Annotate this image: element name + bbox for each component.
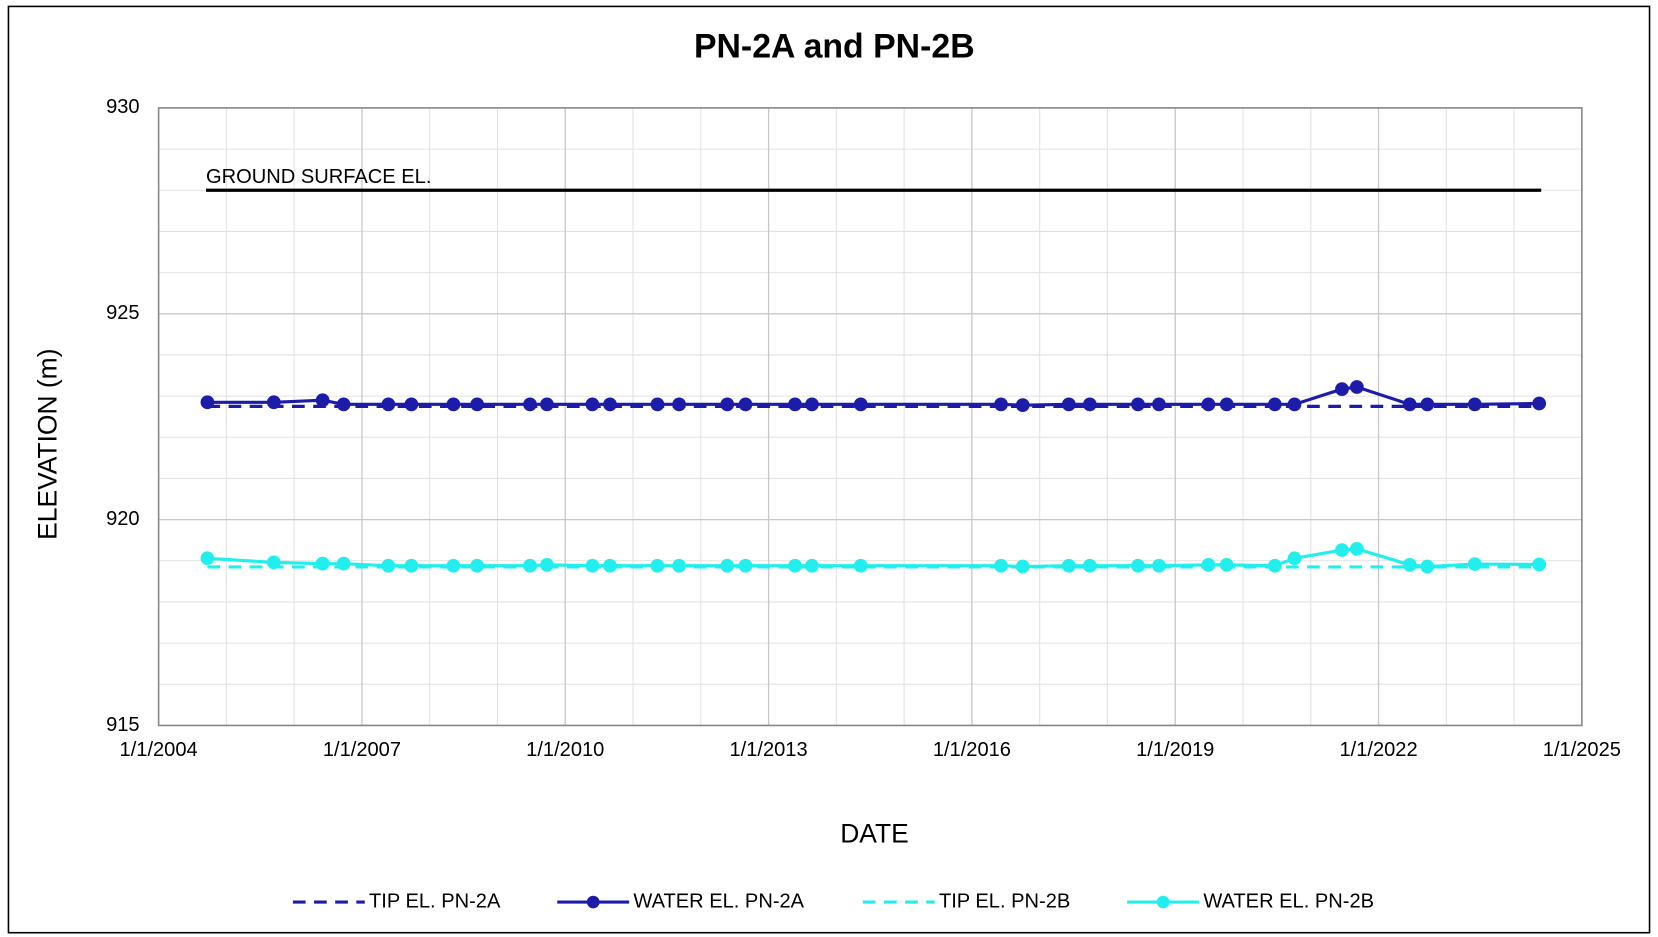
data-point xyxy=(404,397,419,412)
data-point xyxy=(1082,397,1097,412)
data-point xyxy=(540,558,554,572)
data-point xyxy=(1131,397,1145,412)
data-point xyxy=(200,551,215,566)
data-point xyxy=(853,558,868,573)
data-point xyxy=(336,397,351,412)
x-tick-label: 1/1/2010 xyxy=(526,739,604,761)
data-point xyxy=(470,397,485,412)
data-point xyxy=(994,397,1008,412)
y-tick-label: 925 xyxy=(106,302,140,324)
data-point xyxy=(523,558,537,573)
data-point xyxy=(381,558,396,573)
y-tick-label: 915 xyxy=(106,714,140,736)
legend-label: TIP EL. PN-2A xyxy=(369,890,501,912)
data-point xyxy=(720,397,735,412)
data-point xyxy=(1402,397,1417,412)
data-point xyxy=(1267,397,1282,412)
x-tick-label: 1/1/2007 xyxy=(323,739,401,761)
x-axis-label: DATE xyxy=(840,818,909,848)
x-tick-label: 1/1/2019 xyxy=(1136,739,1214,761)
annotation: GROUND SURFACE EL. xyxy=(206,166,431,188)
data-point xyxy=(1201,558,1216,572)
data-point xyxy=(1152,397,1166,412)
data-point xyxy=(672,397,686,412)
data-point xyxy=(1420,559,1435,574)
data-point xyxy=(1287,551,1302,566)
data-point xyxy=(1061,558,1076,573)
data-point xyxy=(1219,397,1234,412)
data-point xyxy=(1532,396,1547,411)
data-point xyxy=(1131,558,1145,573)
data-point xyxy=(446,397,461,412)
data-point xyxy=(381,397,396,412)
legend-label: WATER EL. PN-2B xyxy=(1203,890,1374,912)
data-point xyxy=(404,558,419,573)
data-point xyxy=(672,558,686,573)
data-point xyxy=(1467,557,1482,571)
data-point xyxy=(720,558,735,573)
data-point xyxy=(200,395,215,410)
data-point xyxy=(446,558,461,573)
data-point xyxy=(1467,397,1482,412)
data-point xyxy=(1335,543,1349,557)
data-point xyxy=(603,397,617,412)
data-point xyxy=(1532,557,1547,572)
x-tick-label: 1/1/2016 xyxy=(933,739,1011,761)
y-tick-label: 930 xyxy=(106,96,140,118)
y-tick-label: 920 xyxy=(106,508,140,530)
legend-marker xyxy=(1156,895,1170,909)
data-point xyxy=(1152,558,1166,573)
legend-label: TIP EL. PN-2B xyxy=(939,890,1070,912)
data-point xyxy=(1219,558,1234,572)
data-point xyxy=(853,397,868,412)
data-point xyxy=(805,558,819,573)
y-axis-label: ELEVATION (m) xyxy=(33,349,63,540)
data-point xyxy=(788,558,802,573)
data-point xyxy=(738,558,753,573)
x-tick-label: 1/1/2013 xyxy=(729,739,807,761)
data-point xyxy=(1335,382,1349,396)
data-point xyxy=(470,558,485,573)
data-point xyxy=(1015,398,1030,413)
data-point xyxy=(994,558,1008,573)
legend-label: WATER EL. PN-2A xyxy=(633,890,804,912)
data-point xyxy=(805,397,819,412)
plot-border xyxy=(157,107,1583,727)
data-point xyxy=(1349,541,1364,556)
chart-title: PN-2A and PN-2B xyxy=(694,28,975,66)
data-point xyxy=(523,397,537,412)
data-point xyxy=(266,395,281,410)
data-point xyxy=(315,393,330,408)
data-point xyxy=(540,397,554,412)
x-tick-label: 1/1/2025 xyxy=(1543,739,1621,761)
data-point xyxy=(650,397,665,412)
data-point xyxy=(1402,558,1417,572)
data-point xyxy=(650,558,665,573)
data-point xyxy=(1201,397,1216,412)
data-point xyxy=(1420,397,1435,412)
data-point xyxy=(1061,397,1076,412)
chart-frame xyxy=(7,5,1651,934)
data-point xyxy=(1082,558,1097,573)
x-tick-label: 1/1/2004 xyxy=(120,739,198,761)
data-point xyxy=(1287,397,1302,412)
data-point xyxy=(1349,380,1364,394)
data-point xyxy=(315,556,330,571)
data-point xyxy=(266,555,281,570)
data-point xyxy=(1267,558,1282,573)
data-point xyxy=(1015,559,1030,574)
data-point xyxy=(336,556,351,571)
legend-marker xyxy=(586,895,600,909)
data-point xyxy=(603,558,617,573)
data-point xyxy=(738,397,753,412)
data-point xyxy=(788,397,802,412)
data-point xyxy=(585,558,600,573)
data-point xyxy=(585,397,600,412)
x-tick-label: 1/1/2022 xyxy=(1339,739,1417,761)
